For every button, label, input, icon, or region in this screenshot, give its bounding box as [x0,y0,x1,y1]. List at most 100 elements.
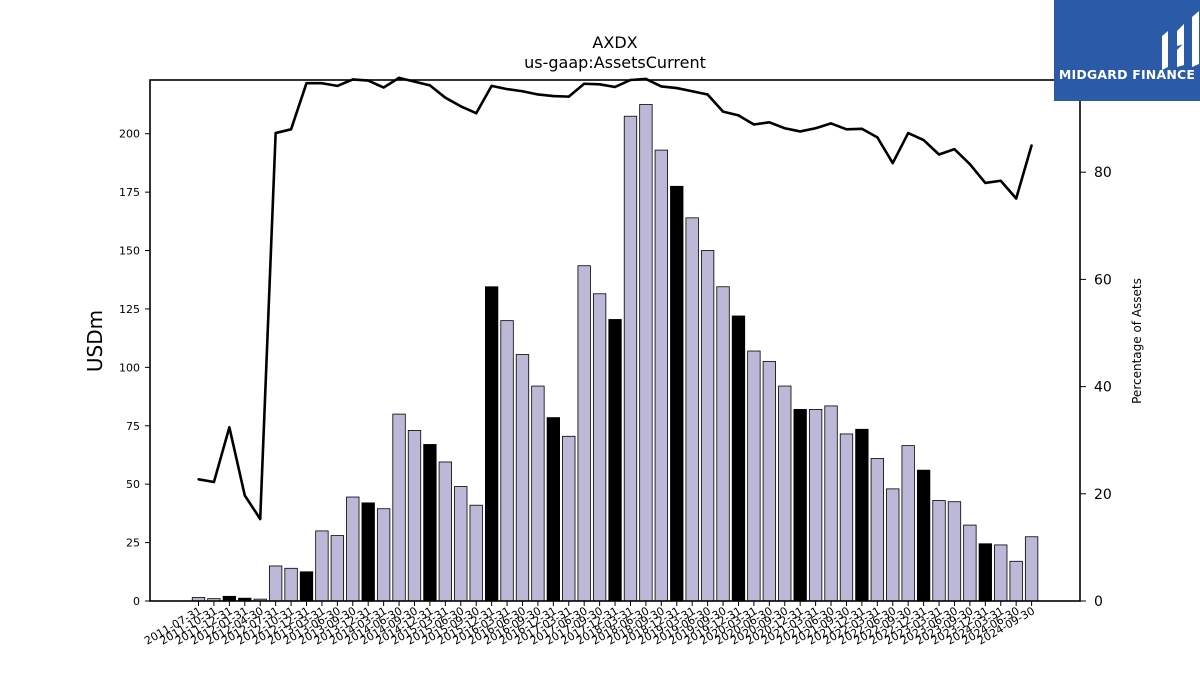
y-tick-label: 150 [119,245,140,258]
line-point-2019-03-31 [690,90,694,93]
line-point-2011-07-31 [197,478,200,481]
bar-2023-06-30 [947,501,962,602]
percentage-line-series [197,76,1033,521]
bar-2018-09-30 [654,149,668,602]
line-point-2019-06-30 [706,93,709,96]
bar-2024-06-30 [1009,560,1023,602]
y2-tick-label: 60 [1094,272,1112,288]
line-point-2016-06-30 [521,90,524,93]
bar-2017-09-30 [592,293,607,602]
y2-tick-label: 80 [1094,165,1112,181]
line-point-2012-12-31 [305,82,308,85]
bar-2023-09-30 [963,524,977,602]
bar-2017-03-31 [562,435,576,602]
line-point-2020-06-30 [768,121,771,124]
bar-2014-09-30 [407,430,422,602]
y-tick-label: 125 [119,303,140,316]
line-point-2017-06-30 [582,82,586,85]
line-point-2022-12-31 [922,138,925,142]
line-point-2021-03-31 [814,127,817,130]
line-point-2023-06-30 [953,147,956,151]
bar-2016-03-31 [500,320,514,602]
line-point-2023-12-31 [984,181,987,185]
line-point-2015-06-30 [459,105,462,108]
bar-2017-12-31 [608,319,622,602]
line-point-2024-03-31 [999,179,1002,182]
line-point-2022-03-31 [876,136,879,139]
bar-2016-09-30 [531,385,545,602]
line-point-2014-12-31 [428,84,432,87]
line-point-2020-12-31 [798,130,802,133]
bar-2015-12-31 [484,286,499,602]
line-point-2014-03-31 [382,86,385,89]
bar-2014-06-30 [392,413,406,602]
line-point-2017-09-30 [598,83,601,86]
bar-2015-09-30 [469,504,483,602]
bar-2020-09-30 [778,385,792,602]
line-point-2020-03-31 [752,123,756,126]
bar-2019-09-30 [716,286,730,602]
bar-2018-03-31 [623,115,638,602]
y-tick-label: 0 [133,595,140,608]
axes: 02550751001251501752000204060802011-07-3… [119,79,1112,648]
line-point-2012-07-31 [274,131,277,135]
bar-2024-09-30 [1024,536,1039,602]
bar-2018-12-31 [670,185,684,602]
line-point-2020-09-30 [783,127,786,130]
line-point-2021-06-30 [829,122,833,125]
bar-2021-12-31 [855,428,869,602]
bar-2021-03-31 [808,409,823,602]
bar-2015-03-31 [438,461,452,602]
line-point-2019-09-30 [721,110,725,113]
bar-2016-06-30 [515,354,530,602]
line-point-2012-04-30 [259,517,262,521]
y-tick-label: 50 [126,478,140,491]
line-point-2019-12-31 [737,114,740,117]
line-point-2024-09-30 [1030,144,1033,147]
line-point-2011-12-31 [228,426,231,429]
bar-2013-06-30 [330,535,345,602]
bar-2021-06-30 [824,405,838,602]
line-point-2016-09-30 [536,93,540,96]
bar-2019-12-31 [731,315,746,602]
line-point-2013-06-30 [336,84,339,88]
y2-tick-label: 40 [1094,380,1112,396]
line-point-2012-01-31 [243,494,246,497]
bar-2023-12-31 [978,543,992,602]
chart-subtitle: us-gaap:AssetsCurrent [524,53,706,72]
bar-2019-03-31 [685,217,699,602]
brand-name: MIDGARD FINANCE [1058,67,1196,82]
line-point-2013-03-31 [320,82,324,85]
bar-2016-12-31 [546,417,560,602]
bar-2013-03-31 [315,530,329,602]
line-point-2022-06-30 [891,161,894,165]
brand-logo: MIDGARD FINANCE [1054,0,1200,101]
chart-title: AXDX [592,33,637,52]
line-point-2024-06-30 [1014,197,1018,200]
line-point-2015-03-31 [444,96,447,99]
y2-tick-label: 20 [1094,487,1112,503]
bar-2012-07-31 [268,565,283,602]
bar-2021-09-30 [839,433,854,602]
line-point-2012-10-31 [289,128,293,131]
line-point-2014-09-30 [413,80,416,83]
bar-2022-09-30 [901,445,915,602]
y2-axis-label: Percentage of Assets [1130,278,1144,404]
bar-2022-03-31 [870,458,884,602]
y-axis-label: USDm [83,310,107,372]
y-tick-label: 75 [126,420,140,433]
line-point-2018-12-31 [675,86,678,90]
bar-2015-06-30 [454,486,468,602]
logo-mark-icon [1162,11,1199,70]
y-tick-label: 175 [119,186,140,199]
line-point-2022-09-30 [906,131,910,135]
bar-2022-12-31 [916,469,931,602]
bar-2018-06-30 [639,104,653,602]
y-tick-label: 200 [119,128,140,141]
line-point-2016-03-31 [505,87,509,91]
line-point-2014-06-30 [397,76,401,80]
bar-2017-06-30 [577,265,591,602]
line-point-2023-03-31 [937,153,941,156]
bar-2020-06-30 [762,361,776,602]
bar-2020-12-31 [793,409,807,602]
